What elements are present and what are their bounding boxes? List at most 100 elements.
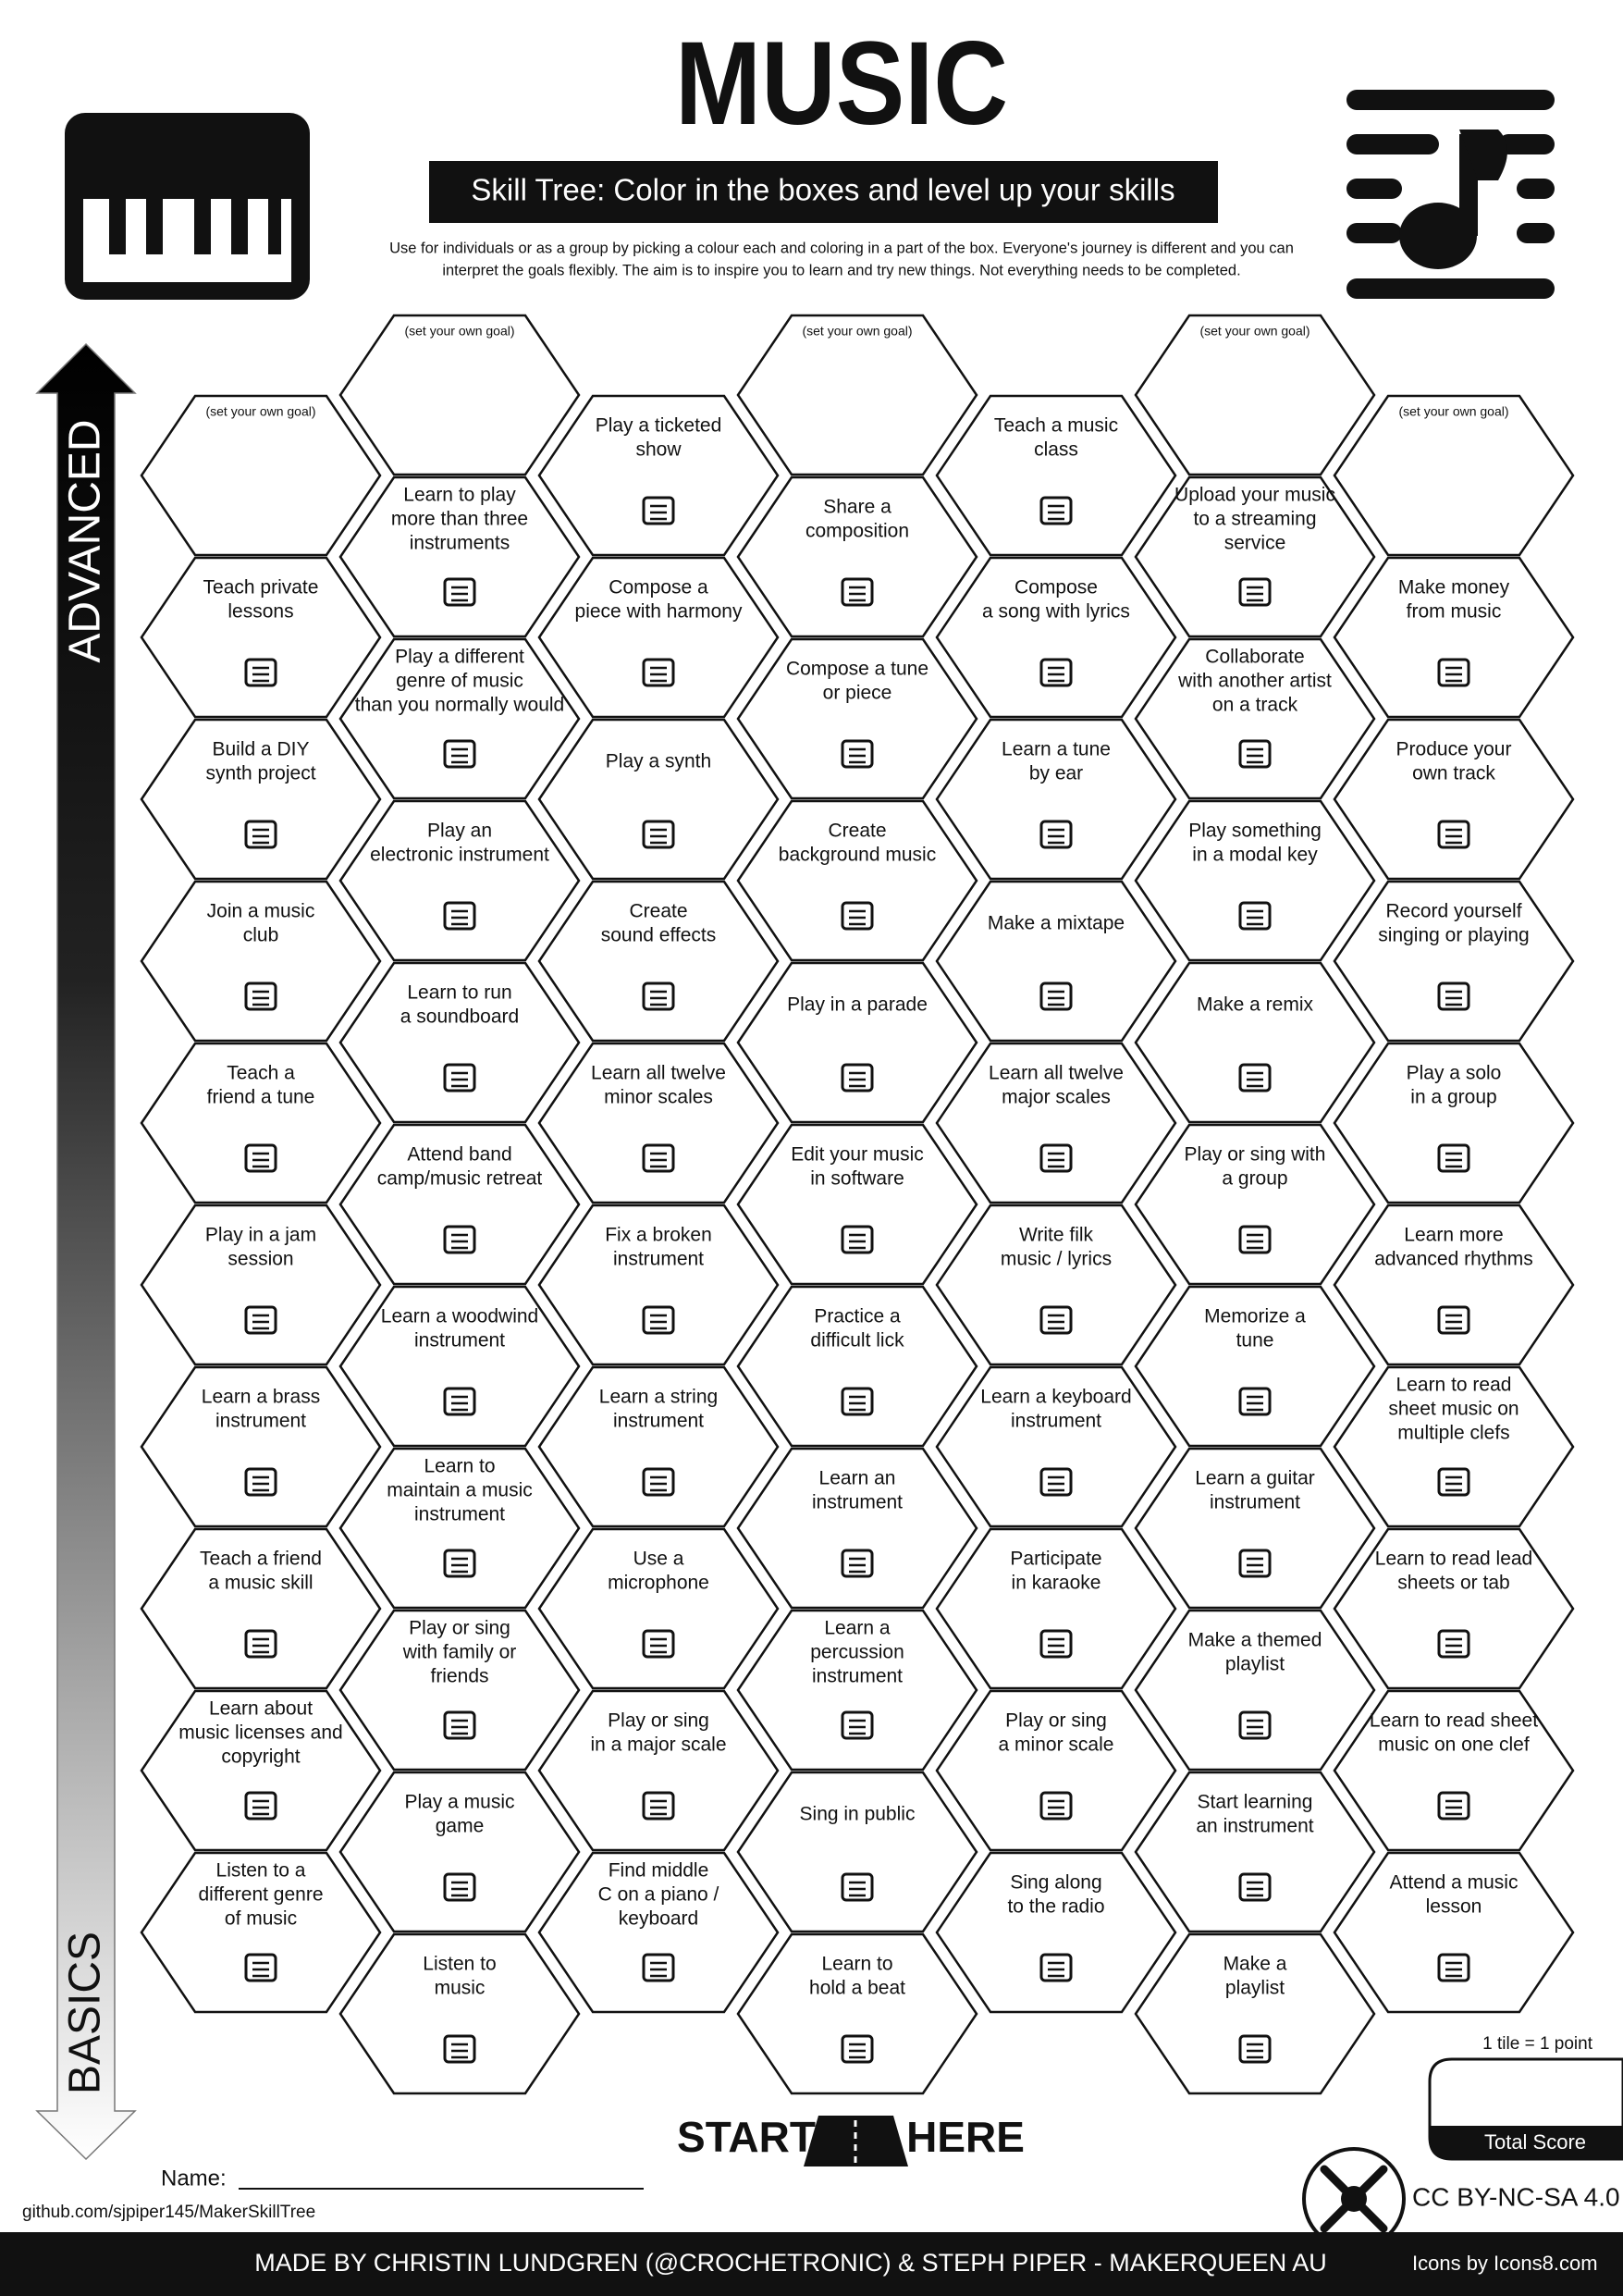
tile-label: with another artist — [1177, 671, 1332, 692]
skill-tile — [1134, 1447, 1376, 1610]
tile-label: music — [435, 1978, 486, 1999]
tile-icon — [642, 820, 675, 849]
tile-label: instrument — [215, 1411, 306, 1432]
tile-label: Learn to — [424, 1456, 495, 1477]
tile-label: in a group — [1410, 1087, 1496, 1108]
tile-label: Make a mixtape — [988, 913, 1125, 934]
tile-label: instrument — [812, 1666, 903, 1687]
total-score-label: Total Score — [1484, 2130, 1586, 2154]
tile-icon — [244, 1791, 277, 1821]
skill-tile — [736, 1285, 978, 1448]
tile-label: Create — [629, 901, 687, 922]
skill-tile — [338, 1123, 581, 1286]
skill-tile — [1333, 1689, 1575, 1852]
tile-label: service — [1224, 533, 1286, 554]
tile-icon — [1039, 496, 1073, 525]
tile-label: playlist — [1225, 1654, 1285, 1675]
tile-label: Learn to play — [403, 485, 516, 506]
tile-icon — [1247, 1881, 1263, 1897]
skill-tile — [1333, 556, 1575, 719]
tile-icon — [642, 658, 675, 687]
tile-icon — [1247, 1719, 1263, 1735]
tile-icon — [650, 1637, 667, 1654]
tile-icon — [642, 1953, 675, 1982]
tile-label: major scales — [1002, 1087, 1111, 1108]
tile-label: copyright — [221, 1747, 300, 1768]
tile-icon — [252, 666, 269, 683]
tile-icon — [841, 1872, 874, 1902]
goal-label: (set your own goal) — [205, 404, 315, 419]
skill-tile — [338, 1771, 581, 1933]
tile-icon — [1238, 739, 1272, 769]
tile-label: instruments — [410, 533, 510, 554]
tile-icon — [1437, 1305, 1470, 1335]
tile-label: show — [635, 439, 682, 461]
tile-icon — [451, 1881, 468, 1897]
skill-tile — [1134, 637, 1376, 800]
tile-icon — [1437, 820, 1470, 849]
skill-tile — [537, 394, 780, 557]
skill-tile — [140, 1042, 382, 1204]
skill-tile — [736, 1609, 978, 1771]
tile-label: Sing along — [1010, 1872, 1101, 1894]
tile-icon — [443, 577, 476, 607]
tile-label: Record yourself — [1385, 901, 1521, 922]
tile-label: Listen to a — [216, 1860, 306, 1882]
tile-label: camp/music retreat — [377, 1168, 543, 1190]
tile-label: lesson — [1426, 1896, 1482, 1918]
skill-tile — [935, 1365, 1177, 1528]
tile-label: Edit your music — [791, 1144, 924, 1166]
tile-icon — [244, 820, 277, 849]
goal-label: (set your own goal) — [404, 324, 514, 339]
skill-tile — [1134, 314, 1376, 476]
tile-icon — [443, 1710, 476, 1740]
tile-icon — [1048, 1799, 1064, 1816]
tile-icon — [252, 1314, 269, 1330]
tile-label: more than three — [391, 509, 528, 530]
goal-label: (set your own goal) — [802, 324, 912, 339]
tile-label: Teach a music — [994, 415, 1118, 437]
tile-icon — [1238, 1387, 1272, 1416]
skill-tile — [537, 1851, 780, 2014]
tile-label: Create — [828, 821, 886, 842]
tile-icon — [244, 1143, 277, 1173]
tile-icon — [451, 1395, 468, 1412]
skill-tile — [537, 718, 780, 881]
tile-label: piece with harmony — [575, 601, 743, 623]
tile-icon — [841, 577, 874, 607]
tile-label: sheets or tab — [1397, 1573, 1509, 1594]
license: CC BY-NC-SA 4.0 — [1412, 2182, 1620, 2211]
skill-tile — [736, 1932, 978, 2095]
axis-bottom-label: BASICS — [61, 1932, 110, 2094]
tile-label: or piece — [823, 683, 892, 704]
tile-icon — [252, 990, 269, 1006]
skill-tile — [1333, 880, 1575, 1043]
tile-icon — [849, 1881, 866, 1897]
tile-label: Play a ticketed — [596, 415, 722, 437]
tile-label: Learn a keyboard — [980, 1387, 1131, 1408]
tile-icon — [252, 1637, 269, 1654]
tile-label: a music skill — [208, 1573, 313, 1594]
tile-label: from music — [1407, 601, 1502, 623]
tile-label: than you normally would — [355, 695, 564, 716]
road-icon — [804, 2116, 908, 2166]
tile-icon — [841, 739, 874, 769]
tile-label: instrument — [613, 1411, 704, 1432]
tile-label: Play an — [427, 821, 492, 842]
tile-icon — [443, 739, 476, 769]
tile-icon — [451, 586, 468, 602]
tile-icon — [642, 1467, 675, 1497]
tile-icon — [849, 1233, 866, 1250]
tile-icon — [1247, 1071, 1263, 1088]
tile-icon — [841, 1710, 874, 1740]
tile-label: Start learning — [1198, 1792, 1313, 1813]
skill-tile — [338, 1285, 581, 1448]
tile-icon — [650, 990, 667, 1006]
tile-label: class — [1034, 439, 1078, 461]
tile-label: minor scales — [604, 1087, 713, 1108]
tile-label: microphone — [608, 1573, 709, 1594]
tile-icon — [841, 1225, 874, 1254]
tile-label: Learn to — [821, 1954, 892, 1975]
tile-label: Learn a string — [599, 1387, 718, 1408]
skill-tile — [1134, 1932, 1376, 2095]
